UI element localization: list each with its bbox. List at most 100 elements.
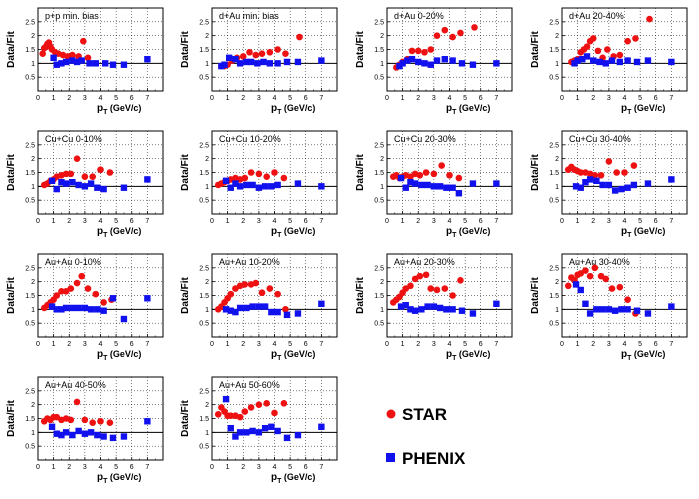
x-label-main: p (621, 349, 627, 360)
panel-title: d+Au min. bias (219, 11, 279, 21)
panel-title: Au+Au 30-40% (569, 257, 630, 267)
x-label-unit: (GeV/c) (631, 103, 665, 113)
x-tick-label: 6 (130, 218, 134, 225)
data-point-phenix (62, 58, 70, 66)
x-tick-label: 4 (99, 95, 103, 102)
data-point-star (421, 48, 428, 56)
data-point-phenix (605, 306, 613, 313)
x-tick-label: 5 (463, 218, 467, 225)
data-point-star (471, 24, 478, 31)
data-point-star (89, 419, 96, 426)
x-tick-label: 2 (241, 95, 245, 102)
x-tick-label: 1 (226, 341, 230, 348)
data-point-star (621, 169, 628, 176)
data-point-phenix (69, 431, 76, 439)
data-point-phenix (608, 57, 616, 64)
data-point-phenix (294, 431, 302, 439)
data-point-phenix (243, 429, 250, 436)
y-tick-label: 1.5 (25, 293, 35, 300)
panel-title: d+Au 20-40% (569, 11, 624, 21)
data-point-phenix (94, 184, 101, 191)
y-tick-label: 1 (555, 307, 559, 314)
data-point-phenix (593, 177, 600, 184)
x-tick-label: 2 (416, 218, 420, 225)
data-point-phenix (243, 58, 250, 66)
data-point-phenix (232, 308, 239, 316)
y-axis-label: Data/Fit (6, 153, 17, 190)
data-point-phenix (449, 306, 456, 313)
data-point-phenix (644, 57, 652, 64)
data-point-phenix (227, 307, 234, 314)
y-tick-label: 2.5 (199, 142, 209, 149)
data-point-phenix (493, 180, 500, 187)
x-label-sub: T (452, 355, 457, 362)
y-tick-label: 2.5 (374, 19, 384, 26)
data-point-phenix (408, 55, 416, 63)
data-point-star (430, 170, 438, 178)
y-tick-label: 2.5 (374, 265, 384, 272)
data-point-phenix (630, 181, 638, 189)
x-tick-label: 0 (36, 464, 40, 471)
x-tick-label: 5 (638, 95, 642, 102)
y-tick-label: 1 (31, 430, 35, 437)
y-tick-label: 1.5 (374, 170, 384, 177)
data-point-phenix (430, 303, 438, 310)
data-point-star (591, 264, 599, 272)
data-point-phenix (579, 55, 586, 63)
x-tick-label: 5 (638, 341, 642, 348)
data-point-phenix (227, 424, 234, 432)
data-point-phenix (120, 184, 128, 191)
data-point-star (632, 35, 639, 42)
x-tick-label: 2 (67, 95, 71, 102)
data-point-phenix (318, 183, 325, 190)
data-point-phenix (268, 423, 275, 430)
x-tick-label: 4 (448, 341, 452, 348)
data-point-phenix (87, 306, 95, 313)
x-axis-label: pT (GeV/c) (271, 472, 315, 485)
y-tick-label: 1 (380, 61, 384, 68)
data-point-phenix (577, 286, 584, 294)
y-tick-label: 1 (31, 307, 35, 314)
x-label-unit: (GeV/c) (281, 349, 315, 359)
data-point-phenix (69, 57, 76, 64)
data-point-star (241, 174, 249, 182)
x-tick-label: 5 (463, 341, 467, 348)
x-tick-label: 1 (576, 218, 580, 225)
x-label-unit: (GeV/c) (456, 349, 490, 359)
x-tick-label: 7 (319, 341, 323, 348)
y-tick-label: 2 (205, 156, 209, 163)
data-point-star (280, 399, 288, 407)
x-label-sub: T (627, 355, 632, 362)
y-tick-label: 2.5 (199, 388, 209, 395)
data-point-star (106, 169, 114, 176)
x-tick-label: 0 (560, 95, 564, 102)
x-tick-label: 6 (479, 95, 483, 102)
panel-title: Au+Au 40-50% (45, 380, 106, 390)
x-tick-label: 5 (114, 464, 118, 471)
x-label-unit: (GeV/c) (281, 472, 315, 482)
data-point-phenix (261, 183, 269, 190)
data-point-star (422, 169, 430, 176)
data-point-phenix (605, 181, 613, 189)
x-tick-label: 1 (226, 464, 230, 471)
legend-label-star: STAR (402, 405, 447, 424)
x-tick-label: 3 (607, 218, 611, 225)
y-axis-label: Data/Fit (6, 399, 17, 436)
data-point-phenix (69, 178, 76, 186)
panel-title: p+p min. bias (45, 11, 99, 21)
x-tick-label: 0 (210, 95, 214, 102)
x-tick-label: 6 (304, 464, 308, 471)
x-label-sub: T (452, 232, 457, 239)
data-point-star (258, 50, 266, 57)
x-tick-label: 6 (654, 341, 658, 348)
data-point-star (416, 171, 424, 179)
data-point-phenix (402, 184, 409, 191)
data-point-phenix (94, 306, 101, 313)
data-point-star (247, 404, 255, 411)
y-tick-label: 1 (555, 184, 559, 191)
data-point-phenix (436, 304, 444, 312)
y-axis-label: Data/Fit (180, 276, 191, 313)
data-point-star (282, 50, 289, 57)
data-point-star (241, 281, 249, 288)
data-point-phenix (69, 304, 76, 312)
